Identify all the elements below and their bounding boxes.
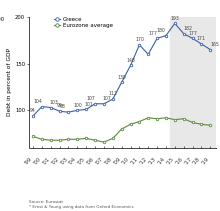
Text: 177: 177 (148, 31, 158, 36)
Text: '07: '07 (95, 156, 104, 166)
Text: 193: 193 (170, 16, 179, 21)
Text: 180: 180 (156, 28, 165, 33)
Text: 100: 100 (73, 103, 82, 108)
Text: 99: 99 (57, 103, 62, 108)
Text: '00: '00 (33, 156, 42, 166)
Legend: Greece, Eurozone average: Greece, Eurozone average (54, 17, 113, 28)
Text: 104: 104 (33, 99, 42, 104)
Text: '08: '08 (103, 156, 113, 166)
Text: '02: '02 (50, 156, 60, 166)
Text: 94: 94 (30, 108, 36, 113)
Text: 165: 165 (210, 42, 219, 47)
Bar (170, 17, 216, 148)
Text: Source: Eurostat
* Ernst & Young using data from Oxford Economics: Source: Eurostat * Ernst & Young using d… (29, 200, 133, 209)
Text: '11: '11 (130, 156, 139, 166)
Text: '99: '99 (24, 156, 33, 166)
Text: '14: '14 (157, 156, 166, 166)
Text: '06: '06 (86, 156, 95, 166)
Text: '09: '09 (112, 156, 122, 166)
Text: 107: 107 (102, 96, 111, 101)
Text: 101: 101 (84, 102, 94, 107)
Text: 103: 103 (49, 100, 58, 105)
Text: '10: '10 (121, 156, 130, 166)
Text: '05: '05 (77, 156, 86, 166)
Text: '15: '15 (165, 156, 175, 166)
Text: 170: 170 (135, 37, 144, 42)
Text: 148: 148 (126, 58, 135, 63)
Text: '17: '17 (183, 156, 192, 166)
Text: '19: '19 (201, 156, 210, 166)
Text: 200: 200 (0, 17, 4, 22)
Text: 182: 182 (183, 26, 192, 31)
Text: 98: 98 (60, 104, 66, 110)
Text: 112: 112 (108, 91, 117, 96)
Text: 107: 107 (86, 96, 95, 101)
Text: '01: '01 (41, 156, 51, 166)
Text: '04: '04 (68, 156, 77, 166)
Text: '18: '18 (192, 156, 202, 166)
Y-axis label: Debt in percent of GDP: Debt in percent of GDP (7, 48, 12, 116)
Text: 171: 171 (197, 36, 206, 41)
Text: '16: '16 (174, 156, 184, 166)
Text: 177: 177 (188, 31, 197, 36)
Text: '12: '12 (139, 156, 148, 166)
Text: 130: 130 (117, 74, 126, 80)
Text: '13: '13 (148, 156, 157, 166)
Text: '03: '03 (59, 156, 68, 166)
